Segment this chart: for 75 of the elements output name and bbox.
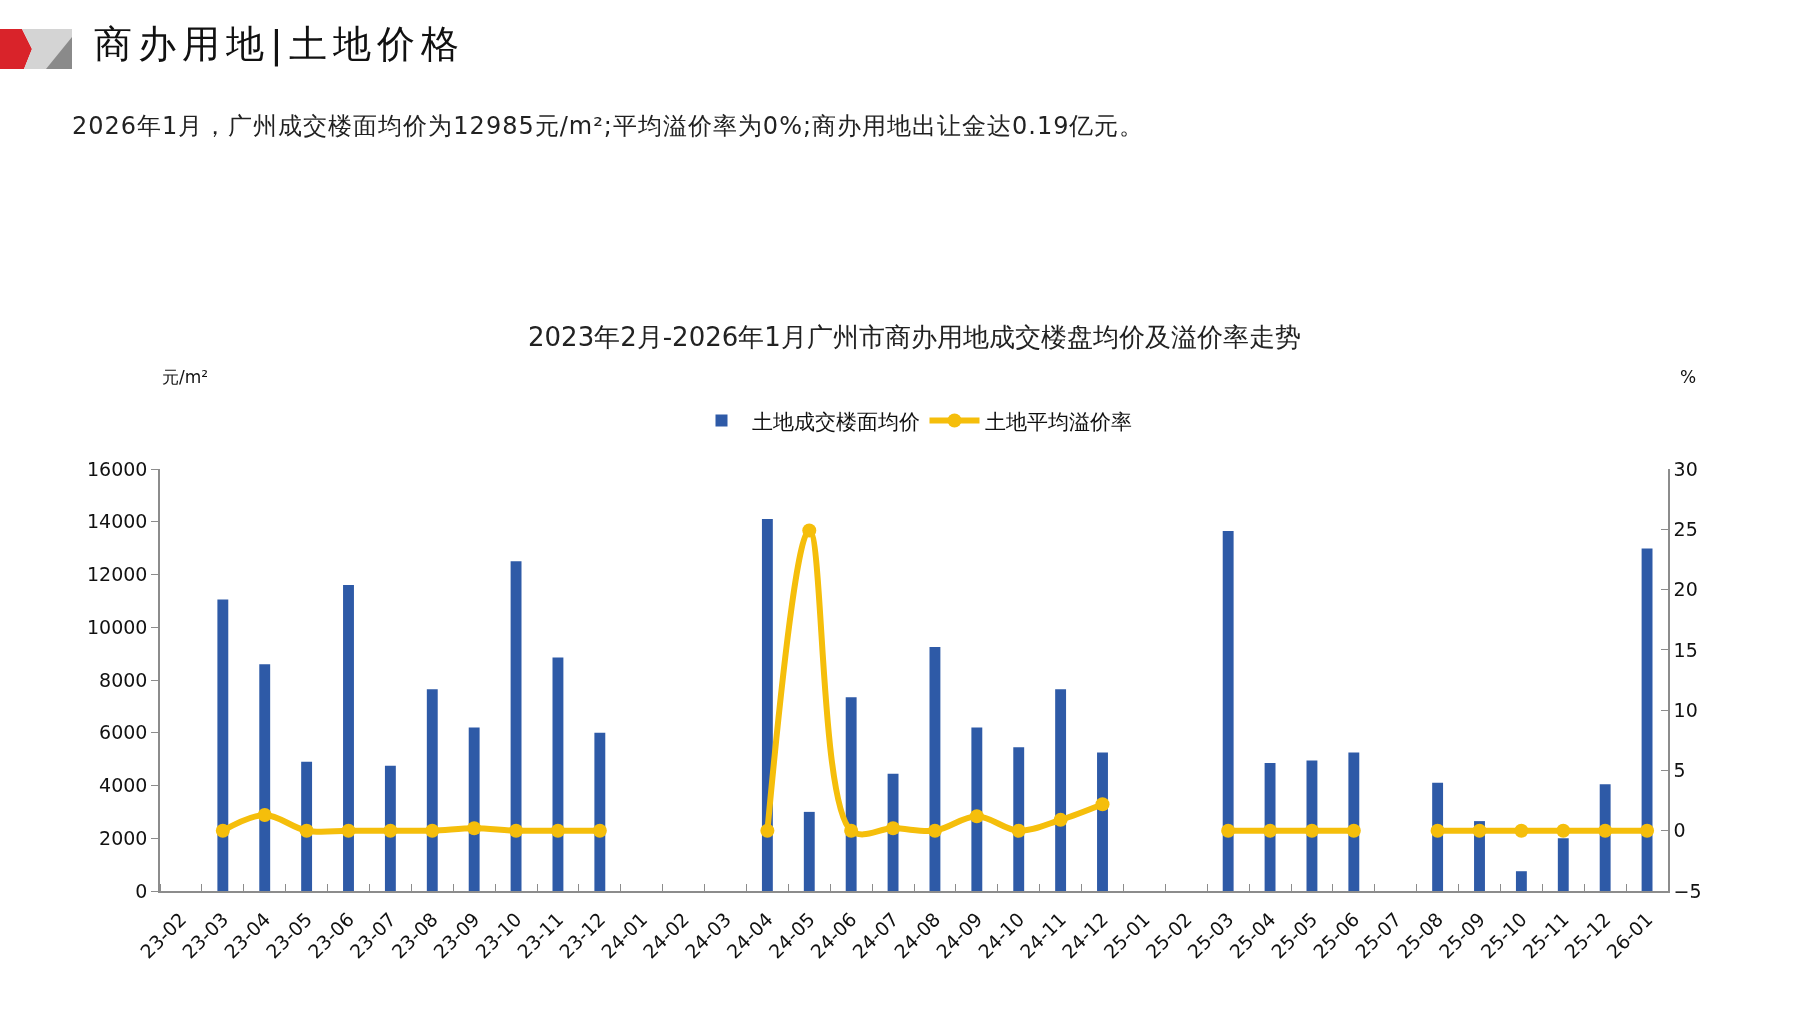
y-tick-label: 16000 [87, 457, 148, 480]
y-tick-label: 6000 [99, 721, 148, 744]
point [592, 823, 607, 838]
point [1556, 823, 1571, 838]
bar [1557, 838, 1569, 891]
chart-title: 商办用地|土地价格 [94, 22, 465, 68]
bar [1641, 548, 1653, 891]
y-tick-label: 14000 [87, 510, 148, 533]
bar [1055, 689, 1067, 891]
legend-label: 土地平均溢价率 [984, 409, 1132, 434]
bar [845, 697, 857, 891]
bar [426, 689, 438, 891]
point [257, 808, 272, 823]
bar [384, 765, 396, 891]
point [1263, 823, 1278, 838]
point [1095, 797, 1110, 812]
y-axis-title: 元/m² [162, 367, 209, 387]
point [1640, 823, 1655, 838]
y-tick-label: 0 [135, 879, 148, 902]
point [1346, 823, 1361, 838]
bar [1097, 752, 1108, 891]
point [1472, 823, 1487, 838]
bar [1013, 747, 1025, 891]
bar [343, 585, 354, 891]
point [927, 823, 942, 838]
bar [1515, 871, 1527, 891]
bar [259, 664, 271, 891]
bar [468, 727, 480, 891]
point [299, 823, 314, 838]
point [1598, 823, 1613, 838]
bar [803, 811, 815, 891]
y2-tick-label: 15 [1673, 638, 1698, 661]
y2-tick-label: 20 [1673, 578, 1698, 601]
point [760, 823, 775, 838]
y2-tick-label: 30 [1673, 457, 1698, 480]
bar [761, 519, 773, 891]
point [802, 523, 817, 538]
y-tick-label: 12000 [87, 563, 148, 586]
y2-tick-label: 5 [1673, 759, 1686, 782]
point [509, 823, 524, 838]
bar [301, 761, 313, 891]
bar [971, 727, 983, 891]
y-tick-label: 8000 [99, 668, 148, 691]
y2-tick-label: 0 [1673, 819, 1686, 842]
bar [1264, 763, 1276, 891]
y2-axis-title: % [1680, 367, 1697, 387]
point [550, 823, 565, 838]
bar [1222, 530, 1234, 891]
point [1304, 823, 1319, 838]
legend-label: 土地成交楼面均价 [751, 409, 920, 434]
point [383, 823, 398, 838]
point [969, 809, 984, 824]
y2-tick-label: 25 [1673, 517, 1698, 540]
point [1514, 823, 1529, 838]
point [341, 823, 356, 838]
y-tick-label: 4000 [99, 774, 148, 797]
y-tick-label: 10000 [87, 615, 148, 638]
point [425, 823, 440, 838]
y2-tick-label: 10 [1673, 698, 1698, 721]
point [844, 823, 859, 838]
y-tick-label: 2000 [99, 826, 148, 849]
bar [594, 732, 606, 891]
text: 2023年2月-2026年1月广州市商办用地成交楼盘均价及溢价率走势 [528, 322, 1301, 352]
point [1430, 823, 1445, 838]
point [1221, 823, 1236, 838]
bar [510, 561, 522, 891]
point [467, 821, 482, 836]
point [886, 821, 901, 836]
point [215, 823, 230, 838]
point [1053, 812, 1068, 827]
chart-subtitle: 2026年1月，广州成交楼面均价为12985元/m²;平均溢价率为0%;商办用地出让金达0.19亿元。 [72, 112, 1145, 141]
bar [1348, 752, 1360, 891]
y2-tick-label: −5 [1673, 879, 1702, 902]
bar [217, 599, 229, 891]
point [1011, 823, 1026, 838]
